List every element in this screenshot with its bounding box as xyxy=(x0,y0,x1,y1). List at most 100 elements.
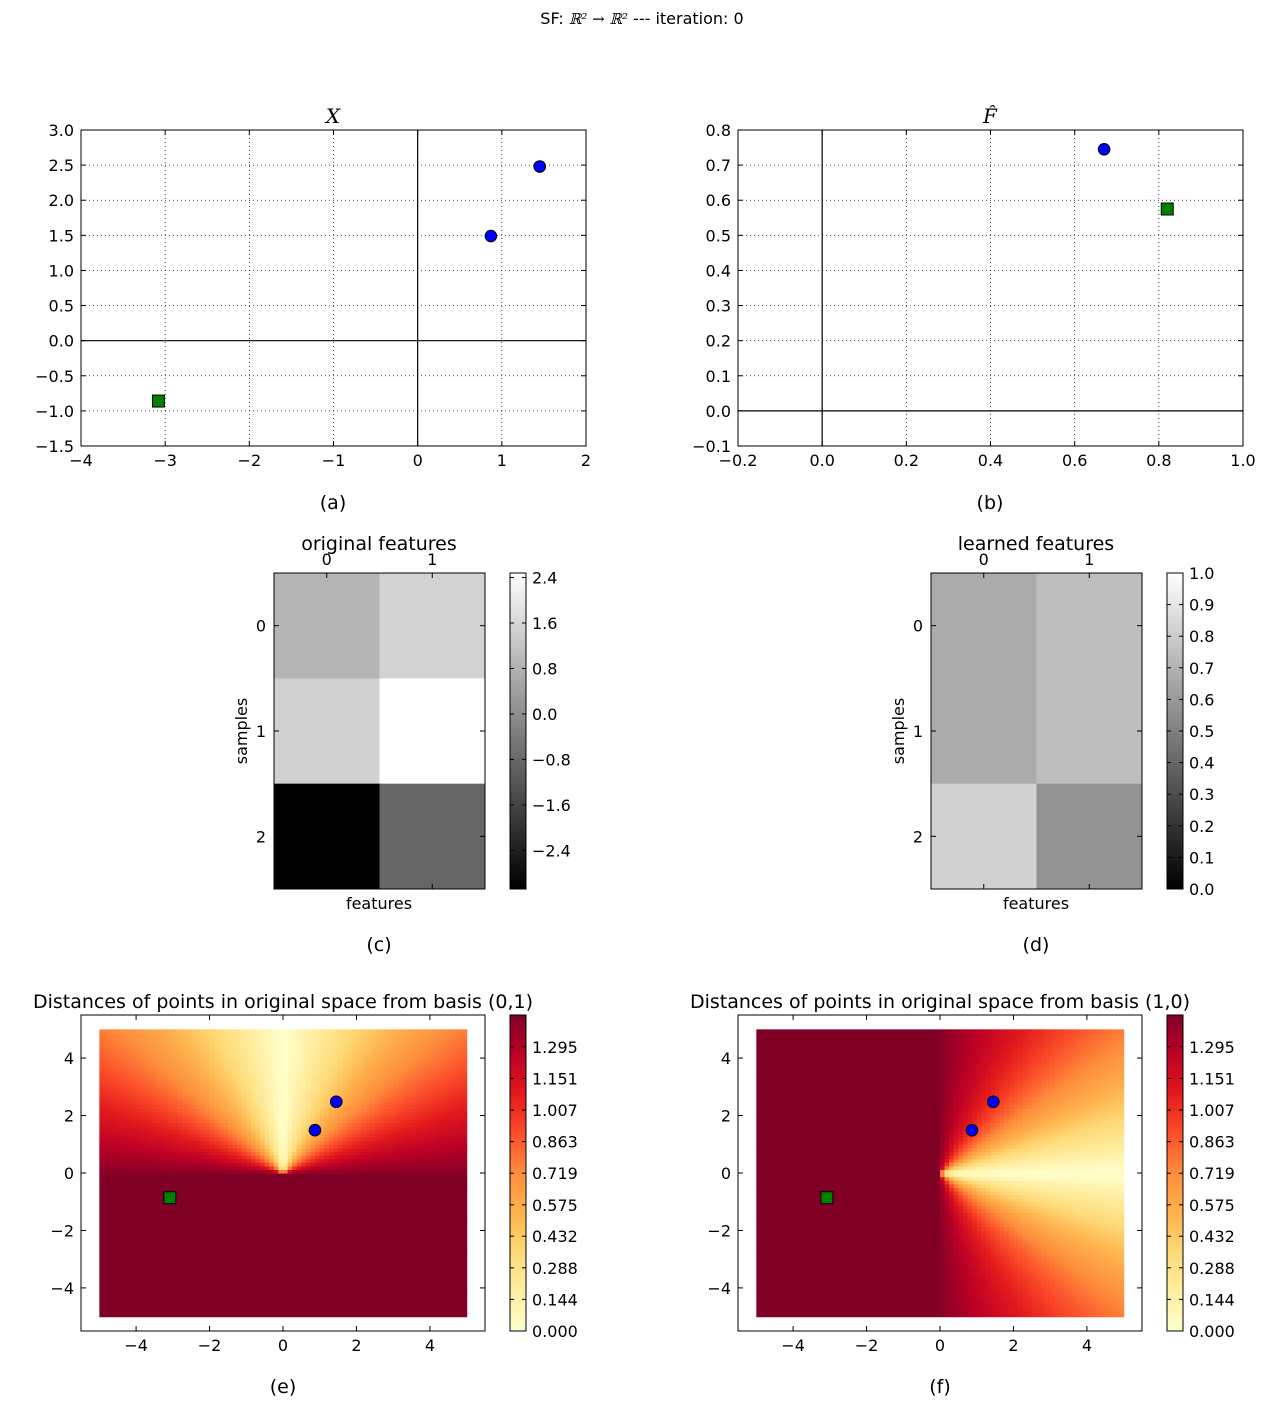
panel-e-field-cell xyxy=(191,1298,197,1303)
panel-e-field-cell xyxy=(145,1252,151,1257)
panel-e-field-cell xyxy=(149,1104,156,1109)
panel-e-field-cell xyxy=(292,1190,298,1196)
panel-b-point-circle-0 xyxy=(1097,143,1111,156)
panel-e-field-cell xyxy=(182,1262,188,1267)
panel-e-field-cell xyxy=(200,1180,206,1185)
panel-e-field-cell xyxy=(347,1169,353,1174)
panel-e-field-cell xyxy=(246,1043,252,1048)
panel-e-field-cell xyxy=(140,1173,146,1178)
panel-e-field-cell xyxy=(117,1223,123,1228)
panel-e-field-cell xyxy=(168,1126,174,1131)
panel-e-field-cell xyxy=(227,1176,234,1181)
panel-e-field-cell xyxy=(136,1129,142,1135)
panel-e-field-cell xyxy=(260,1219,266,1224)
panel-e-field-cell xyxy=(108,1237,114,1242)
panel-e-field-cell xyxy=(136,1219,142,1224)
panel-e-field-cell xyxy=(108,1108,114,1113)
panel-e-field-cell xyxy=(182,1076,188,1081)
panel-e-field-cell xyxy=(195,1273,201,1278)
panel-e-field-cell xyxy=(260,1122,266,1127)
panel-e-field-cell xyxy=(99,1208,105,1214)
panel-e-field-cell xyxy=(305,1072,312,1077)
panel-e-field-cell xyxy=(296,1298,302,1303)
panel-e-field-cell xyxy=(209,1079,215,1084)
panel-e-field-cell xyxy=(113,1104,119,1109)
panel-e-field-cell xyxy=(264,1183,270,1188)
panel-e-field-cell xyxy=(103,1090,110,1095)
panel-e-field-cell xyxy=(103,1029,110,1034)
panel-e-field-cell xyxy=(333,1058,339,1063)
panel-e-field-cell xyxy=(154,1144,160,1149)
panel-e-field-cell xyxy=(113,1266,119,1271)
panel-e-field-cell xyxy=(154,1302,160,1307)
panel-e-field-cell xyxy=(131,1223,137,1228)
panel-e-field-cell xyxy=(177,1266,183,1271)
panel-e-field-cell xyxy=(365,1104,371,1109)
panel-e-field-cell xyxy=(227,1122,234,1127)
panel-e-field-cell xyxy=(177,1036,183,1041)
panel-e-field-cell xyxy=(232,1255,238,1260)
panel-e-field-cell xyxy=(365,1068,371,1074)
panel-e-field-cell xyxy=(172,1284,179,1289)
panel-e-field-cell xyxy=(159,1097,165,1102)
panel-e-field-cell xyxy=(154,1158,160,1163)
panel-e-field-cell xyxy=(191,1165,197,1171)
panel-e-field-cell xyxy=(223,1190,229,1196)
panel-e-field-cell xyxy=(319,1054,325,1059)
panel-e-field-cell xyxy=(214,1187,220,1192)
panel-e-field-cell xyxy=(122,1122,128,1127)
panel-e-field-cell xyxy=(172,1226,179,1232)
panel-e-field-cell xyxy=(182,1266,188,1271)
panel-e-field-cell xyxy=(168,1266,174,1271)
panel-e-field-cell xyxy=(227,1126,234,1131)
panel-e-field-cell xyxy=(113,1284,119,1289)
panel-e-field-cell xyxy=(204,1032,211,1038)
panel-e-field-cell xyxy=(283,1047,289,1052)
panel-e-field-cell xyxy=(264,1244,270,1250)
panel-e-field-cell xyxy=(227,1241,234,1246)
panel-e-field-cell xyxy=(117,1226,123,1232)
panel-e-field-cell xyxy=(269,1287,275,1293)
panel-e-field-cell xyxy=(214,1162,220,1167)
panel-e-field-cell xyxy=(145,1072,151,1077)
panel-c-colorbar xyxy=(509,572,527,890)
panel-e-field-cell xyxy=(241,1255,247,1260)
panel-e-field-cell xyxy=(126,1173,133,1178)
panel-e-field-cell xyxy=(255,1180,261,1185)
panel-e-field-cell xyxy=(122,1173,128,1178)
panel-e-field-cell xyxy=(260,1115,266,1120)
panel-e-field-cell xyxy=(351,1230,358,1235)
panel-e-field-cell xyxy=(122,1054,128,1059)
panel-e-field-cell xyxy=(338,1029,344,1034)
panel-b-ytick-label: 0.4 xyxy=(706,261,731,280)
panel-e-field-cell xyxy=(195,1101,201,1106)
panel-e-field-cell xyxy=(305,1234,312,1239)
panel-e-field-cell xyxy=(131,1155,137,1160)
panel-e-field-cell xyxy=(154,1273,160,1278)
panel-e-field-cell xyxy=(305,1108,312,1113)
panel-e-field-cell xyxy=(246,1269,252,1275)
panel-e-field-cell xyxy=(172,1054,179,1059)
panel-e-field-cell xyxy=(122,1190,128,1196)
panel-e-field-cell xyxy=(204,1230,211,1235)
panel-e-field-cell xyxy=(351,1269,358,1275)
panel-e-field-cell xyxy=(154,1266,160,1271)
panel-e-field-cell xyxy=(356,1198,362,1203)
panel-e-field-cell xyxy=(99,1309,105,1314)
panel-e-field-cell xyxy=(315,1273,321,1278)
panel-e-field-cell xyxy=(136,1137,142,1142)
panel-e-field-cell xyxy=(338,1147,344,1153)
panel-e-field-cell xyxy=(351,1090,358,1095)
panel-e-field-cell xyxy=(287,1079,293,1084)
panel-e-field-cell xyxy=(324,1234,330,1239)
panel-e-field-cell xyxy=(145,1169,151,1174)
panel-e-field-cell xyxy=(113,1137,119,1142)
panel-e-field-cell xyxy=(356,1144,362,1149)
panel-e-field-cell xyxy=(195,1241,201,1246)
panel-e-field-cell xyxy=(324,1298,330,1303)
panel-e-field-cell xyxy=(264,1180,270,1185)
panel-e-field-cell xyxy=(103,1216,110,1221)
panel-e-field-cell xyxy=(159,1252,165,1257)
panel-e-field-cell xyxy=(200,1201,206,1206)
panel-e-field-cell xyxy=(255,1054,261,1059)
